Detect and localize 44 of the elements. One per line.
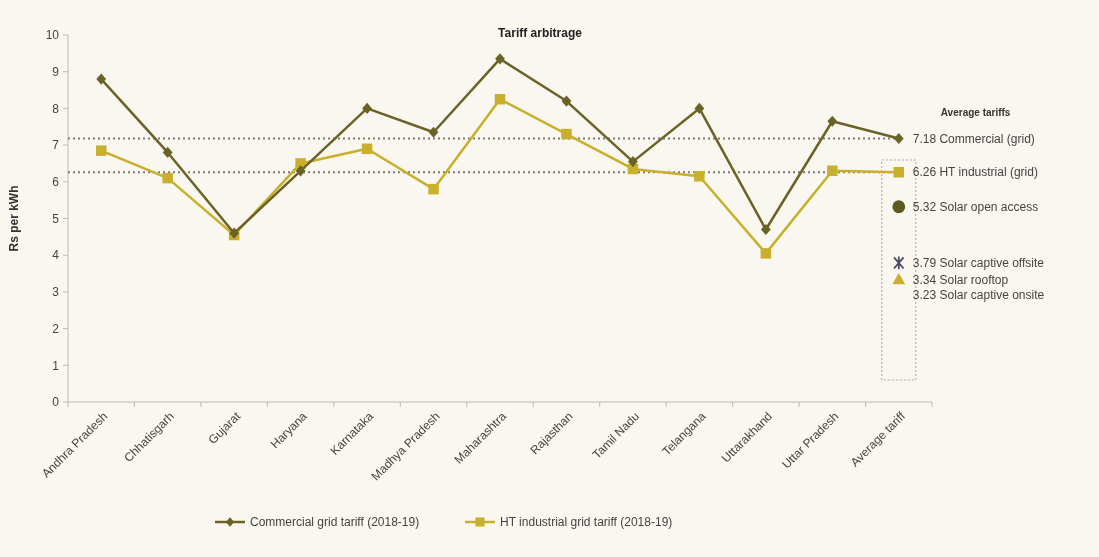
- legend-label: HT industrial grid tariff (2018-19): [500, 515, 673, 530]
- y-tick-label: 3: [52, 285, 60, 300]
- point: [494, 93, 506, 105]
- y-tick-label: 10: [45, 28, 60, 43]
- point: [561, 128, 572, 140]
- y-tick-label: 8: [52, 101, 60, 116]
- point: [428, 126, 439, 138]
- point: [162, 146, 173, 159]
- point: [760, 248, 772, 259]
- point: [827, 165, 838, 177]
- y-tick-label: 9: [52, 64, 60, 79]
- point: [495, 53, 505, 65]
- annotation: 6.26 HT industrial (grid): [912, 165, 1038, 180]
- y-axis-title: Rs per kWh: [7, 185, 21, 252]
- point: [628, 156, 638, 168]
- point: [561, 95, 572, 107]
- y-tick-label: 0: [52, 395, 60, 410]
- annotation: 3.23 Solar captive onsite: [912, 287, 1045, 302]
- y-tick-label: 7: [52, 138, 60, 153]
- point: [428, 183, 439, 195]
- annotation: 3.79 Solar captive offsite: [912, 256, 1045, 271]
- legend-label: Commercial grid tariff (2018-19): [250, 515, 420, 530]
- point: [95, 145, 107, 156]
- text: Average tariffs: [940, 107, 1011, 119]
- point: [694, 102, 705, 114]
- point: [295, 165, 306, 177]
- annotation: 5.32 Solar open access: [912, 199, 1039, 214]
- y-tick-label: 6: [52, 175, 60, 189]
- point: [893, 167, 905, 178]
- point: [362, 102, 372, 114]
- point: [361, 143, 373, 155]
- chart-title: Tariff arbitrage: [498, 26, 583, 40]
- point: [760, 223, 771, 236]
- annotation: 3.34 Solar rooftop: [912, 272, 1009, 287]
- point: [694, 171, 705, 182]
- y-tick-label: 1: [52, 358, 60, 373]
- annotation: 7.18 Commercial (grid): [912, 131, 1035, 146]
- point: [96, 73, 107, 85]
- point: [827, 115, 838, 127]
- y-tick-label: 2: [52, 321, 60, 336]
- y-tick-label: 5: [52, 211, 60, 226]
- y-tick-label: 4: [52, 248, 60, 263]
- point: [162, 172, 173, 184]
- point: [893, 132, 904, 145]
